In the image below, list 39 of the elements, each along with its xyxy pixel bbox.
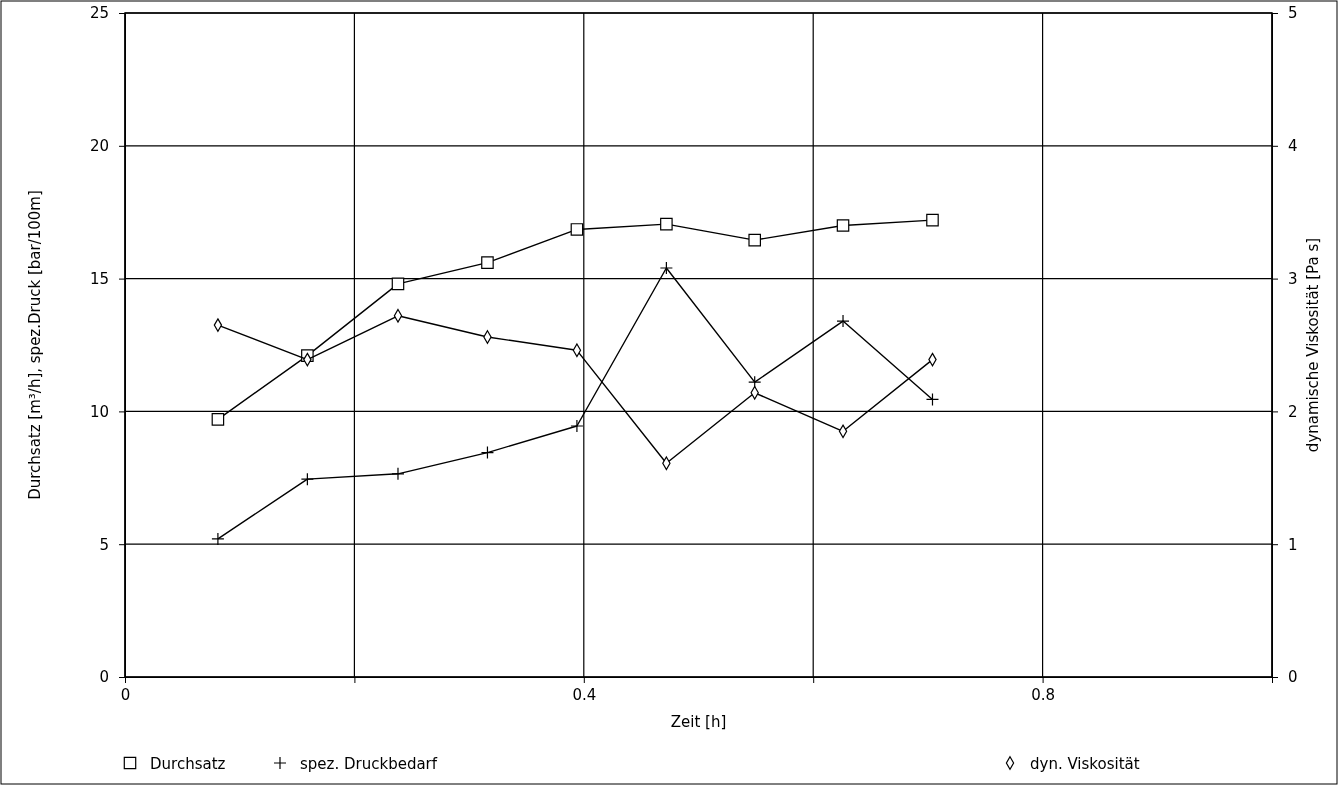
y2-tick-label: 1 — [1288, 535, 1298, 554]
y2-tick-label: 0 — [1288, 668, 1298, 687]
y-tick-label: 10 — [89, 402, 109, 421]
point — [213, 318, 223, 332]
y2-axis-title: dynamische Viskosität [Pa s] — [1304, 237, 1322, 453]
x-tick-label: 0.8 — [1031, 685, 1056, 704]
point — [659, 261, 673, 275]
point — [570, 223, 584, 236]
y-tick-label: 15 — [89, 269, 109, 288]
point — [926, 213, 939, 227]
point — [660, 217, 673, 231]
point — [391, 277, 405, 291]
y2-tick-label: 5 — [1288, 4, 1298, 23]
y2-tick-label: 4 — [1288, 137, 1298, 156]
point — [748, 375, 762, 389]
y-axis-title: Durchsatz [m³/h], spez.Druck [bar/100m] — [26, 190, 44, 500]
point — [570, 419, 584, 433]
point — [748, 233, 761, 247]
point — [391, 467, 405, 481]
y-tick-label: 20 — [89, 137, 109, 156]
point — [836, 314, 850, 328]
point — [480, 445, 495, 460]
y-tick-label: 0 — [99, 668, 109, 687]
y2-tick-label: 2 — [1288, 402, 1298, 421]
point — [300, 472, 314, 486]
point — [211, 532, 225, 546]
point — [211, 413, 225, 426]
point — [925, 392, 940, 407]
legend-label: spez. Druckbedarf — [300, 755, 438, 773]
legend-label: Durchsatz — [150, 755, 226, 773]
x-tick-label: 0 — [120, 685, 131, 704]
y-tick-label: 25 — [89, 4, 109, 23]
x-axis-title: Zeit [h] — [670, 713, 727, 731]
point — [836, 219, 850, 232]
point — [481, 256, 494, 269]
y2-tick-label: 3 — [1288, 269, 1298, 288]
legend-label: dyn. Viskosität — [1030, 755, 1140, 773]
y-tick-label: 5 — [99, 535, 109, 554]
x-tick-label: 0.4 — [572, 685, 597, 704]
